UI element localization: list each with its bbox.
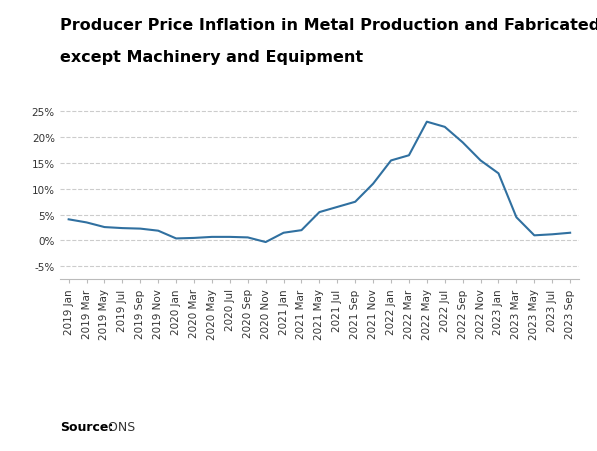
Text: except Machinery and Equipment: except Machinery and Equipment [60, 50, 363, 64]
Text: Producer Price Inflation in Metal Production and Fabricated Metals: Producer Price Inflation in Metal Produc… [60, 18, 597, 33]
Text: Source:: Source: [60, 420, 113, 433]
Text: ONS: ONS [104, 420, 136, 433]
